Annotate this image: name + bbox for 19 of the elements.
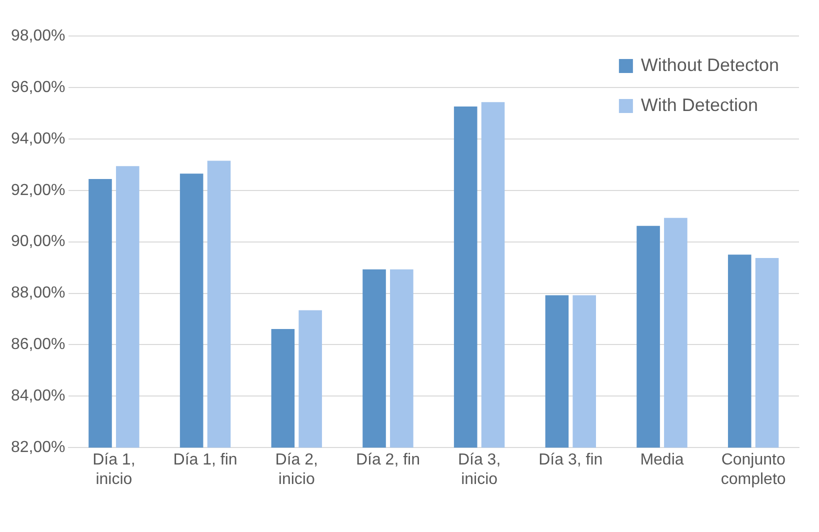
y-tick-label: 90,00% xyxy=(11,233,66,250)
x-tick-label: Día 3, fin xyxy=(538,452,603,469)
y-tick-label: 84,00% xyxy=(11,388,66,405)
legend-label: Without Detecton xyxy=(640,54,780,75)
y-tick-label: 86,00% xyxy=(11,336,66,354)
x-tick-label: Media xyxy=(640,452,684,469)
y-tick-label: 92,00% xyxy=(11,182,66,199)
y-tick-label: 88,00% xyxy=(11,284,66,302)
x-tick-label: Día 1, fin xyxy=(173,452,238,469)
x-tick-label: Día 2, fin xyxy=(356,452,420,469)
y-tick-label: 96,00% xyxy=(11,78,66,96)
x-tick-label: Conjunto completo xyxy=(720,452,786,488)
y-tick-label: 82,00% xyxy=(11,439,66,456)
legend-label: With Detection xyxy=(640,94,758,115)
x-tick-label: Día 3, inicio xyxy=(458,452,501,488)
x-tick-label: Día 1, inicio xyxy=(92,452,136,488)
y-tick-label: 94,00% xyxy=(11,130,66,148)
x-tick-label: Día 2, inicio xyxy=(275,452,318,488)
y-tick-label: 98,00% xyxy=(11,27,66,44)
